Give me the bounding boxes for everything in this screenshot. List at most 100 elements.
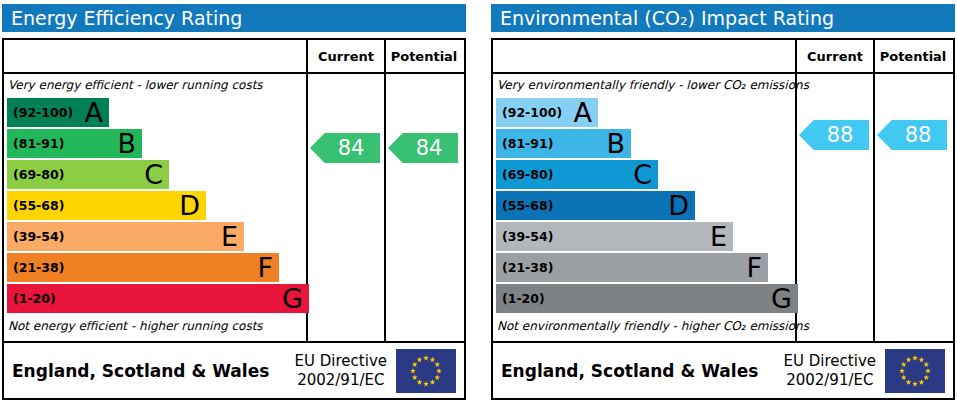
energy-column-header-row: Current Potential	[4, 40, 464, 74]
band-letter: A	[574, 99, 598, 126]
band-range-label: (69-80)	[7, 167, 64, 182]
band-letter: B	[117, 130, 142, 157]
energy-current-column-header: Current	[308, 40, 386, 72]
eu-directive-line1: EU Directive	[295, 352, 387, 371]
band-row: (81-91) B	[496, 129, 795, 158]
band-row: (92-100) A	[496, 98, 795, 127]
co2-body-row: Very environmentally friendly - lower CO…	[493, 74, 953, 343]
co2-band-a: (92-100) A	[496, 98, 598, 127]
eu-flag-icon	[395, 349, 457, 393]
band-range-label: (1-20)	[7, 291, 56, 306]
co2-band-f: (21-38) F	[496, 253, 768, 282]
energy-efficiency-panel: Energy Efficiency Rating Current Potenti…	[2, 4, 466, 400]
band-row: (69-80) C	[7, 160, 306, 189]
co2-current-column-header: Current	[797, 40, 875, 72]
band-row: (92-100) A	[7, 98, 306, 127]
band-row: (55-68) D	[496, 191, 795, 220]
region-label: England, Scotland & Wales	[493, 361, 784, 381]
eu-directive-line2: 2002/91/EC	[295, 371, 387, 390]
energy-bottom-caption: Not energy efficient - higher running co…	[4, 315, 306, 333]
energy-band-g: (1-20) G	[7, 284, 309, 313]
co2-current-cell: 88	[797, 74, 875, 341]
energy-band-d: (55-68) D	[7, 191, 206, 220]
energy-current-cell: 84	[308, 74, 386, 341]
band-range-label: (81-91)	[496, 136, 553, 151]
co2-band-b: (81-91) B	[496, 129, 631, 158]
band-letter: G	[282, 285, 309, 312]
band-letter: A	[85, 99, 109, 126]
energy-potential-value: 84	[404, 136, 443, 160]
band-letter: G	[771, 285, 798, 312]
co2-top-caption: Very environmentally friendly - lower CO…	[493, 74, 795, 96]
energy-band-f: (21-38) F	[7, 253, 279, 282]
co2-impact-panel: Environmental (CO₂) Impact Rating Curren…	[491, 4, 955, 400]
eu-directive-label: EU Directive 2002/91/EC	[784, 352, 876, 390]
co2-potential-value: 88	[893, 123, 932, 147]
co2-footer: England, Scotland & Wales EU Directive 2…	[493, 343, 953, 398]
energy-band-b: (81-91) B	[7, 129, 142, 158]
region-label: England, Scotland & Wales	[4, 361, 295, 381]
energy-panel-title: Energy Efficiency Rating	[2, 4, 466, 32]
band-row: (69-80) C	[496, 160, 795, 189]
band-row: (21-38) F	[496, 253, 795, 282]
co2-band-g: (1-20) G	[496, 284, 798, 313]
band-range-label: (21-38)	[496, 260, 553, 275]
energy-band-c: (69-80) C	[7, 160, 169, 189]
co2-band-d: (55-68) D	[496, 191, 695, 220]
band-range-label: (81-91)	[7, 136, 64, 151]
band-row: (1-20) G	[7, 284, 306, 313]
band-range-label: (39-54)	[7, 229, 64, 244]
band-letter: B	[606, 130, 631, 157]
band-row: (39-54) E	[496, 222, 795, 251]
co2-band-scale: Very environmentally friendly - lower CO…	[493, 74, 797, 341]
eu-flag-icon	[884, 349, 946, 393]
band-row: (81-91) B	[7, 129, 306, 158]
band-letter: C	[144, 161, 169, 188]
eu-directive-label: EU Directive 2002/91/EC	[295, 352, 387, 390]
co2-potential-arrow: 88	[877, 120, 947, 150]
co2-bands: (92-100) A (81-91) B (69-80) C	[493, 96, 795, 313]
band-range-label: (69-80)	[496, 167, 553, 182]
band-range-label: (39-54)	[496, 229, 553, 244]
band-range-label: (21-38)	[7, 260, 64, 275]
energy-band-scale: Very energy efficient - lower running co…	[4, 74, 308, 341]
band-row: (21-38) F	[7, 253, 306, 282]
energy-band-e: (39-54) E	[7, 222, 244, 251]
energy-rating-table: Current Potential Very energy efficient …	[2, 38, 466, 400]
co2-column-header-row: Current Potential	[493, 40, 953, 74]
band-letter: F	[746, 254, 768, 281]
energy-current-arrow: 84	[310, 133, 380, 163]
band-letter: D	[668, 192, 695, 219]
co2-current-arrow: 88	[799, 120, 869, 150]
band-row: (39-54) E	[7, 222, 306, 251]
co2-potential-column-header: Potential	[875, 40, 951, 72]
eu-directive-line1: EU Directive	[784, 352, 876, 371]
band-range-label: (1-20)	[496, 291, 545, 306]
band-row: (1-20) G	[496, 284, 795, 313]
energy-top-caption: Very energy efficient - lower running co…	[4, 74, 306, 96]
co2-rating-table: Current Potential Very environmentally f…	[491, 38, 955, 400]
co2-panel-title: Environmental (CO₂) Impact Rating	[491, 4, 955, 32]
eu-directive-line2: 2002/91/EC	[784, 371, 876, 390]
band-range-label: (92-100)	[7, 105, 73, 120]
co2-potential-cell: 88	[875, 74, 951, 341]
band-letter: D	[179, 192, 206, 219]
co2-bottom-caption: Not environmentally friendly - higher CO…	[493, 315, 795, 333]
energy-body-row: Very energy efficient - lower running co…	[4, 74, 464, 343]
band-range-label: (55-68)	[7, 198, 64, 213]
co2-current-value: 88	[815, 123, 854, 147]
band-range-label: (92-100)	[496, 105, 562, 120]
band-letter: C	[633, 161, 658, 188]
band-range-label: (55-68)	[496, 198, 553, 213]
band-letter: F	[257, 254, 279, 281]
energy-band-a: (92-100) A	[7, 98, 109, 127]
band-letter: E	[221, 223, 244, 250]
energy-potential-arrow: 84	[388, 133, 458, 163]
energy-potential-column-header: Potential	[386, 40, 462, 72]
energy-header-spacer	[4, 40, 308, 72]
energy-current-value: 84	[326, 136, 365, 160]
co2-band-e: (39-54) E	[496, 222, 733, 251]
energy-bands: (92-100) A (81-91) B (69-80) C	[4, 96, 306, 313]
energy-potential-cell: 84	[386, 74, 462, 341]
band-row: (55-68) D	[7, 191, 306, 220]
